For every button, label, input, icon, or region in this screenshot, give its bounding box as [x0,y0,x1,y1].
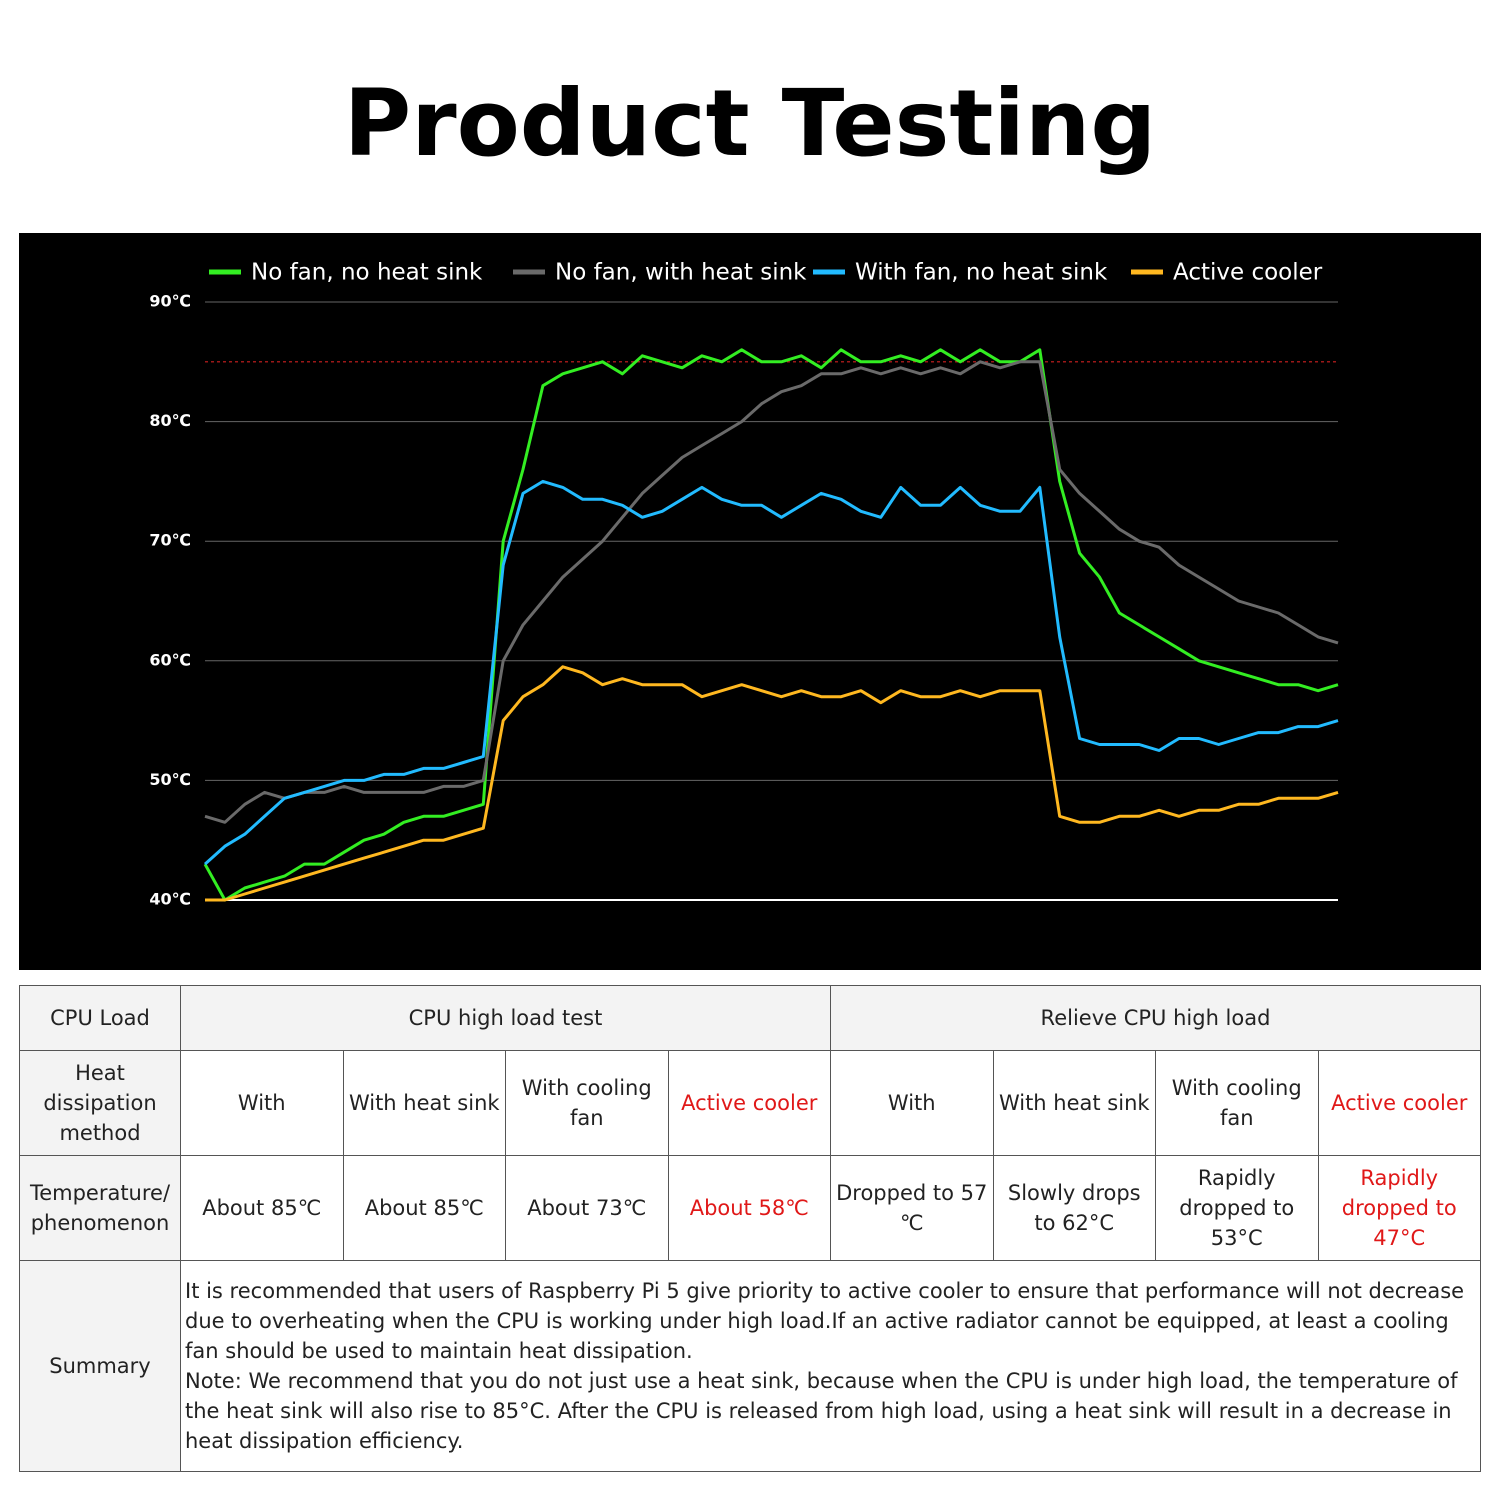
y-tick-label: 90℃ [149,292,191,311]
cell: Rapidly dropped to 53°C [1155,1155,1319,1261]
cell: With cooling fan [505,1050,669,1156]
cell: Active cooler [667,1050,831,1156]
summary-row: Summary It is recommended that users of … [19,1260,1481,1472]
header-cell: CPU high load test [180,985,831,1051]
row-label: Summary [19,1260,181,1472]
header-cell: CPU Load [19,985,181,1051]
cell: About 85℃ [180,1155,344,1261]
temperature-row: Temperature/ phenomenon About 85℃ About … [19,1155,1481,1261]
header-row: CPU Load CPU high load test Relieve CPU … [19,985,1481,1051]
series-line [205,665,1339,902]
legend-label: Active cooler [1173,260,1323,286]
y-tick-label: 50℃ [149,770,191,789]
cell: With heat sink [342,1050,506,1156]
cell: With [830,1050,994,1156]
y-tick-label: 70℃ [149,531,191,550]
cell: Rapidly dropped to 47°C [1317,1155,1481,1261]
cell: Active cooler [1317,1050,1481,1156]
comparison-table: CPU Load CPU high load test Relieve CPU … [19,985,1481,1472]
chart-background [19,233,1481,970]
chart: 40℃ 50℃ 60℃ 70℃ 80℃ 90℃ No fan, no heat sink No… [19,233,1481,970]
row-label: Temperature/ phenomenon [19,1155,181,1261]
row-label: Heat dissipation method [19,1050,181,1156]
y-tick-label: 60℃ [149,650,191,669]
cell: Slowly drops to 62°C [992,1155,1156,1261]
legend-label: With fan, no heat sink [855,260,1108,286]
cell: With heat sink [992,1050,1156,1156]
cell: Dropped to 57 ℃ [830,1155,994,1261]
y-tick-label: 80℃ [149,411,191,430]
cell: About 73℃ [505,1155,669,1261]
cell: With cooling fan [1155,1050,1319,1156]
summary-text: Note: We recommend that you do not just … [185,1369,1458,1453]
series-line [203,348,1339,902]
cell: About 85℃ [342,1155,506,1261]
method-row: Heat dissipation method With With heat s… [19,1050,1481,1156]
summary-cell: It is recommended that users of Raspberr… [180,1260,1481,1472]
summary-text: It is recommended that users of Raspberr… [185,1279,1465,1363]
cell: About 58℃ [667,1155,831,1261]
header-cell: Relieve CPU high load [830,985,1481,1051]
legend-label: No fan, with heat sink [555,260,807,286]
y-tick-label: 40℃ [149,890,191,909]
series-line [204,360,1339,824]
cell: With [180,1050,344,1156]
series-line [203,479,1339,866]
legend-label: No fan, no heat sink [251,260,483,286]
page-title: Product Testing [343,70,1157,177]
